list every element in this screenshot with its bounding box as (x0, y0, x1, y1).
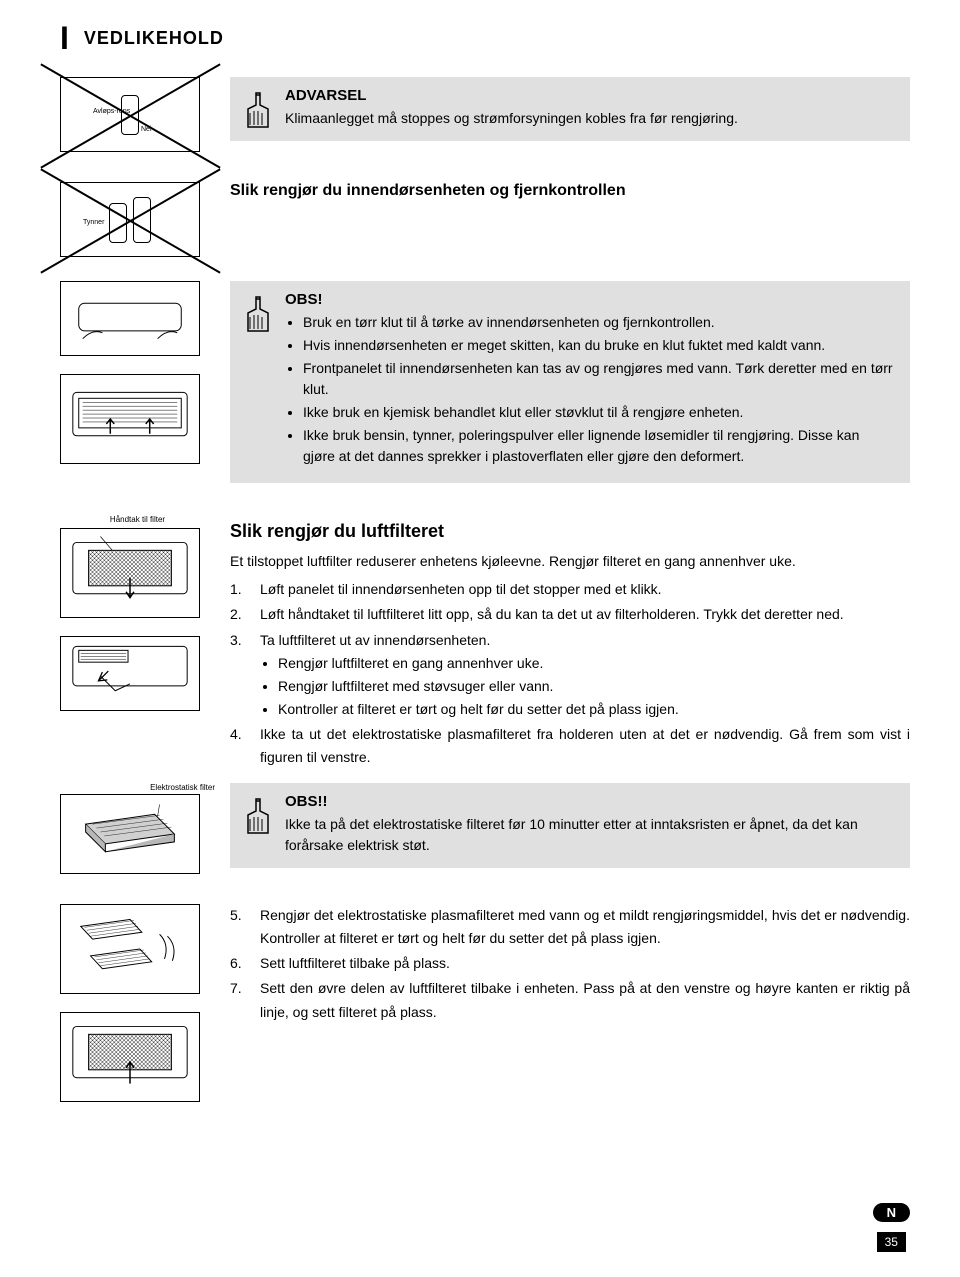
electro-label: Elektrostatisk filter (60, 783, 215, 792)
footer-badges: N 35 (873, 1203, 910, 1252)
badge-n: N (873, 1203, 910, 1222)
filter-intro: Et tilstoppet luftfilter reduserer enhet… (230, 550, 910, 572)
obs1-bullet: Frontpanelet til innendørsenheten kan ta… (303, 358, 895, 400)
filter-steps: 1.Løft panelet til innendørsenheten opp … (230, 578, 910, 769)
filter-step: 3.Ta luftfilteret ut av innendørsenheten… (230, 629, 910, 721)
section-letter: I (60, 20, 69, 57)
section-title: VEDLIKEHOLD (84, 28, 224, 49)
obs1-bullet: Ikke bruk en kjemisk behandlet klut elle… (303, 402, 895, 423)
obs2-title: OBS!! (285, 793, 895, 810)
final-steps: 5.Rengjør det elektrostatiske plasmafilt… (230, 904, 910, 1023)
diagram-thinner-no: Tynner (60, 182, 200, 257)
callout-advarsel: ADVARSEL Klimaanlegget må stoppes og str… (230, 77, 910, 141)
advarsel-text: Klimaanlegget må stoppes og strømforsyni… (285, 108, 895, 129)
page-number: 35 (877, 1232, 906, 1252)
advarsel-title: ADVARSEL (285, 87, 895, 104)
pointing-hand-icon (242, 295, 274, 335)
diagram-wipe-unit (60, 281, 200, 356)
row-filter-section: Håndtak til filter Slik rengjør du luftf… (60, 513, 910, 771)
diagram-filter-remove (60, 636, 200, 711)
diagram-filter-handle (60, 528, 200, 618)
subsection1-title: Slik rengjør du innendørsenheten og fjer… (230, 182, 910, 200)
page-header: I VEDLIKEHOLD (60, 20, 910, 57)
obs2-text: Ikke ta på det elektrostatiske filteret … (285, 814, 895, 856)
diagram-spray-no: Avløps-rens Nei (60, 77, 200, 152)
diagram-lift-panel (60, 374, 200, 464)
row-final-steps: 5.Rengjør det elektrostatiske plasmafilt… (60, 904, 910, 1120)
pointing-hand-icon (242, 797, 274, 837)
row-warning: Avløps-rens Nei ADVARSEL Klimaanlegget m… (60, 77, 910, 170)
obs1-bullet: Hvis innendørsenheten er meget skitten, … (303, 335, 895, 356)
final-step: 5.Rengjør det elektrostatiske plasmafilt… (230, 904, 910, 950)
row-obs2: Elektrostatisk filter OBS!! Ikke ta på d… (60, 783, 910, 892)
obs1-bullet: Ikke bruk bensin, tynner, poleringspulve… (303, 425, 895, 467)
final-step: 7.Sett den øvre delen av luftfilteret ti… (230, 977, 910, 1023)
row-obs1: OBS! Bruk en tørr klut til å tørke av in… (60, 281, 910, 501)
filter-step: 2.Løft håndtaket til luftfilteret litt o… (230, 603, 910, 626)
pointing-hand-icon (242, 91, 274, 131)
callout-obs2: OBS!! Ikke ta på det elektrostatiske fil… (230, 783, 910, 868)
callout-obs1: OBS! Bruk en tørr klut til å tørke av in… (230, 281, 910, 483)
diagram-wash-filter (60, 904, 200, 994)
filter-step: 1.Løft panelet til innendørsenheten opp … (230, 578, 910, 601)
obs1-title: OBS! (285, 291, 895, 308)
row-subsection1: Tynner Slik rengjør du innendørsenheten … (60, 182, 910, 275)
filter-step: 4.Ikke ta ut det elektrostatiske plasmaf… (230, 723, 910, 769)
obs1-text: Bruk en tørr klut til å tørke av innendø… (285, 312, 895, 467)
diagram-reinstall (60, 1012, 200, 1102)
filter-section-title: Slik rengjør du luftfilteret (230, 521, 910, 542)
obs1-bullet: Bruk en tørr klut til å tørke av innendø… (303, 312, 895, 333)
handle-label: Håndtak til filter (60, 515, 215, 524)
final-step: 6.Sett luftfilteret tilbake på plass. (230, 952, 910, 975)
diagram-electrostatic (60, 794, 200, 874)
